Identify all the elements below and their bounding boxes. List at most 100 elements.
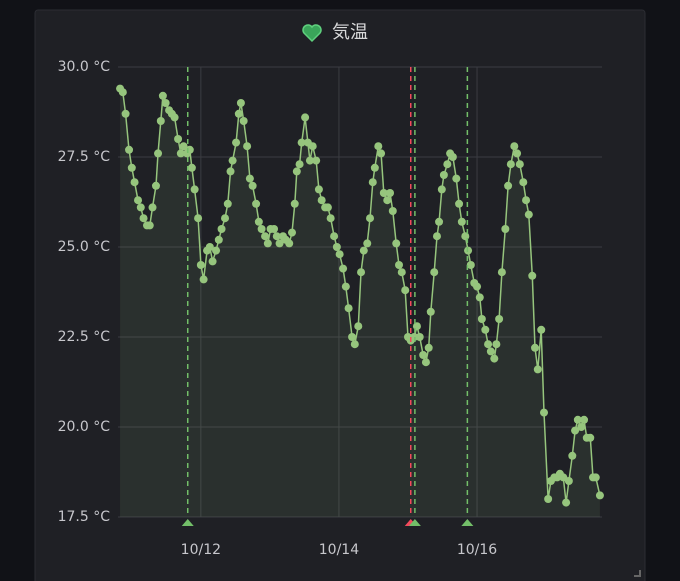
point [475, 293, 484, 302]
point [370, 163, 379, 172]
point [314, 185, 323, 194]
point [359, 246, 368, 255]
point [261, 232, 270, 241]
point [208, 257, 217, 266]
point [127, 163, 136, 172]
point [435, 217, 444, 226]
point [439, 171, 448, 179]
point [308, 142, 317, 151]
point [415, 333, 424, 341]
point [374, 142, 383, 151]
y-tick-label: 30.0 °C [58, 59, 111, 75]
point [363, 239, 372, 248]
point [339, 264, 348, 273]
point [161, 99, 170, 107]
point [515, 160, 524, 169]
x-tick-label: 10/14 [319, 542, 359, 558]
point [448, 153, 457, 161]
point [292, 167, 301, 176]
point [484, 340, 493, 349]
point [528, 271, 537, 280]
point [212, 246, 221, 255]
point [544, 495, 553, 503]
point [290, 199, 299, 208]
point [354, 322, 363, 331]
point [297, 138, 306, 147]
x-tick-label: 10/16 [457, 542, 497, 558]
point [323, 203, 332, 212]
point [205, 243, 214, 251]
point [326, 214, 335, 223]
point [305, 156, 314, 165]
point [243, 142, 252, 151]
point [121, 109, 130, 118]
chart-title: 気温 [332, 22, 368, 43]
point [366, 214, 375, 223]
point [335, 250, 344, 259]
point [275, 239, 284, 248]
heart-icon [302, 24, 322, 43]
point [473, 282, 482, 291]
point [257, 225, 266, 233]
point [586, 433, 595, 442]
annotation-marker [181, 519, 194, 526]
point [272, 232, 281, 241]
point [533, 365, 542, 374]
point [524, 210, 533, 219]
point [522, 196, 531, 205]
annotation-marker [408, 519, 421, 526]
point [457, 217, 466, 226]
y-tick-label: 27.5 °C [58, 149, 111, 165]
point [531, 343, 540, 352]
point [151, 181, 160, 190]
point [139, 214, 148, 223]
point [234, 109, 243, 118]
y-tick-label: 17.5 °C [58, 509, 111, 525]
y-tick-label: 25.0 °C [58, 239, 111, 255]
point [158, 91, 167, 100]
point [317, 196, 326, 205]
point [263, 239, 272, 248]
point [540, 408, 549, 417]
point [287, 228, 296, 237]
point [495, 315, 504, 323]
point [196, 261, 205, 269]
point [176, 149, 185, 158]
point [506, 160, 515, 169]
point [332, 243, 341, 251]
point [174, 135, 183, 143]
point [466, 261, 475, 269]
point [285, 239, 294, 248]
point [513, 149, 522, 158]
point [136, 203, 145, 212]
point [568, 451, 577, 460]
point [510, 142, 519, 151]
point [239, 117, 248, 125]
point [490, 354, 499, 363]
point [232, 138, 241, 147]
point [595, 491, 604, 500]
point [330, 232, 339, 241]
point [248, 181, 257, 190]
point [245, 174, 254, 183]
point [486, 347, 495, 356]
point [564, 477, 573, 485]
point [591, 473, 600, 482]
point [179, 142, 188, 151]
point [214, 235, 223, 244]
point [477, 315, 486, 323]
point [392, 239, 401, 248]
point [573, 415, 582, 424]
point [350, 340, 359, 349]
point [397, 268, 406, 277]
point [383, 196, 392, 205]
point [455, 199, 464, 208]
point [481, 325, 490, 334]
point [504, 181, 513, 190]
point [571, 426, 580, 435]
point [426, 307, 435, 316]
point [270, 225, 279, 233]
point [537, 325, 546, 334]
